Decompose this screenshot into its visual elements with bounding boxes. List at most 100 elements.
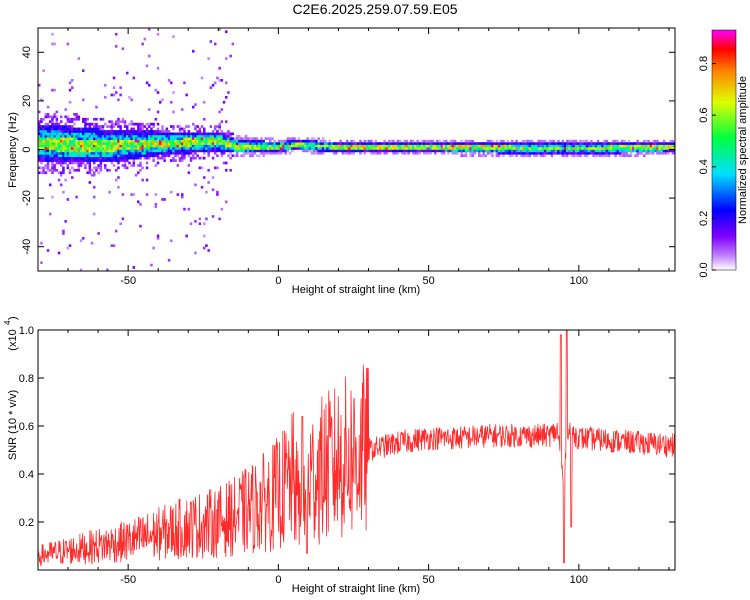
heatmap-cell xyxy=(555,149,558,153)
heatmap-cell xyxy=(161,198,164,201)
heatmap-cell xyxy=(194,132,197,136)
heatmap-cell xyxy=(486,151,490,155)
heatmap-cell xyxy=(242,144,246,148)
heatmap-cell xyxy=(522,142,525,145)
heatmap-cell xyxy=(139,203,142,206)
heatmap-cell xyxy=(656,149,659,153)
heatmap-cell xyxy=(269,137,272,140)
heatmap-cell xyxy=(42,159,45,162)
heatmap-cell xyxy=(260,149,263,153)
heatmap-cell xyxy=(143,151,147,155)
heatmap-cell xyxy=(161,125,164,128)
heatmap-cell xyxy=(115,159,118,162)
heatmap-cell xyxy=(515,149,518,153)
heatmap-cell xyxy=(616,142,620,145)
heatmap-cell xyxy=(282,147,285,150)
heatmap-cell xyxy=(167,154,171,158)
heatmap-cell xyxy=(185,139,188,143)
heatmap-cell xyxy=(665,151,668,155)
heatmap-cell xyxy=(346,149,349,153)
heatmap-cell xyxy=(308,139,312,143)
heatmap-cell xyxy=(51,130,54,133)
heatmap-cell xyxy=(192,137,195,140)
heatmap-cell xyxy=(205,190,208,194)
heatmap-cell xyxy=(123,139,127,143)
heatmap-cell xyxy=(418,147,422,150)
heatmap-cell xyxy=(262,144,265,148)
heatmap-cell xyxy=(535,147,538,150)
heatmap-cell xyxy=(51,117,54,121)
heatmap-cell xyxy=(612,144,615,148)
heatmap-cell xyxy=(207,134,210,138)
heatmap-cell xyxy=(90,127,94,131)
heatmap-cell xyxy=(97,156,100,160)
heatmap-cell xyxy=(95,127,98,131)
heatmap-cell xyxy=(557,149,560,153)
heatmap-cell xyxy=(491,147,494,150)
heatmap-cell xyxy=(38,149,41,153)
heatmap-cell xyxy=(134,147,138,150)
heatmap-cell xyxy=(46,115,50,119)
heatmap-cell xyxy=(220,134,224,138)
heatmap-cell xyxy=(500,144,503,148)
heatmap-cell xyxy=(106,159,109,162)
heatmap-cell xyxy=(225,30,228,34)
heatmap-cell xyxy=(467,139,470,143)
heatmap-cell xyxy=(629,151,633,155)
heatmap-cell xyxy=(62,130,65,133)
heatmap-cell xyxy=(121,154,125,158)
heatmap-cell xyxy=(75,151,78,155)
heatmap-cell xyxy=(178,149,182,153)
heatmap-cell xyxy=(79,144,83,148)
heatmap-cell xyxy=(491,151,494,155)
heatmap-cell xyxy=(326,149,329,153)
heatmap-cell xyxy=(130,164,133,167)
heatmap-cell xyxy=(141,144,144,148)
heatmap-cell xyxy=(73,151,76,155)
bot-y-tick-label: 0.6 xyxy=(19,421,34,433)
heatmap-cell xyxy=(537,142,540,145)
heatmap-cell xyxy=(506,139,510,143)
heatmap-cell xyxy=(46,147,50,150)
heatmap-cell xyxy=(205,132,208,136)
heatmap-cell xyxy=(269,147,272,150)
heatmap-cell xyxy=(431,139,435,143)
heatmap-cell xyxy=(491,149,494,153)
heatmap-cell xyxy=(447,149,450,153)
heatmap-cell xyxy=(137,139,140,143)
heatmap-cell xyxy=(247,149,250,153)
heatmap-cell xyxy=(77,142,81,145)
heatmap-cell xyxy=(106,144,109,148)
heatmap-cell xyxy=(577,144,580,148)
heatmap-cell xyxy=(640,144,644,148)
heatmap-cell xyxy=(656,151,659,155)
heatmap-cell xyxy=(64,149,67,153)
heatmap-cell xyxy=(251,144,254,148)
heatmap-cell xyxy=(583,151,587,155)
heatmap-cell xyxy=(108,125,111,128)
heatmap-cell xyxy=(159,130,162,133)
heatmap-cell xyxy=(205,147,208,150)
heatmap-cell xyxy=(53,125,56,128)
heatmap-cell xyxy=(189,147,193,150)
heatmap-cell xyxy=(112,93,116,97)
heatmap-cell xyxy=(218,149,221,153)
heatmap-cell xyxy=(605,147,609,150)
heatmap-cell xyxy=(77,166,81,170)
heatmap-cell xyxy=(108,120,111,123)
heatmap-cell xyxy=(599,144,602,148)
heatmap-cell xyxy=(99,149,103,153)
heatmap-cell xyxy=(106,137,109,140)
heatmap-cell xyxy=(548,151,551,155)
heatmap-cell xyxy=(640,147,644,150)
heatmap-cell xyxy=(115,168,118,172)
heatmap-cell xyxy=(99,125,103,128)
heatmap-cell xyxy=(51,142,54,145)
heatmap-cell xyxy=(115,134,118,138)
heatmap-cell xyxy=(647,149,650,153)
heatmap-cell xyxy=(449,139,452,143)
heatmap-cell xyxy=(163,132,166,136)
heatmap-cell xyxy=(473,142,477,145)
heatmap-cell xyxy=(86,134,89,138)
heatmap-cell xyxy=(77,156,81,160)
